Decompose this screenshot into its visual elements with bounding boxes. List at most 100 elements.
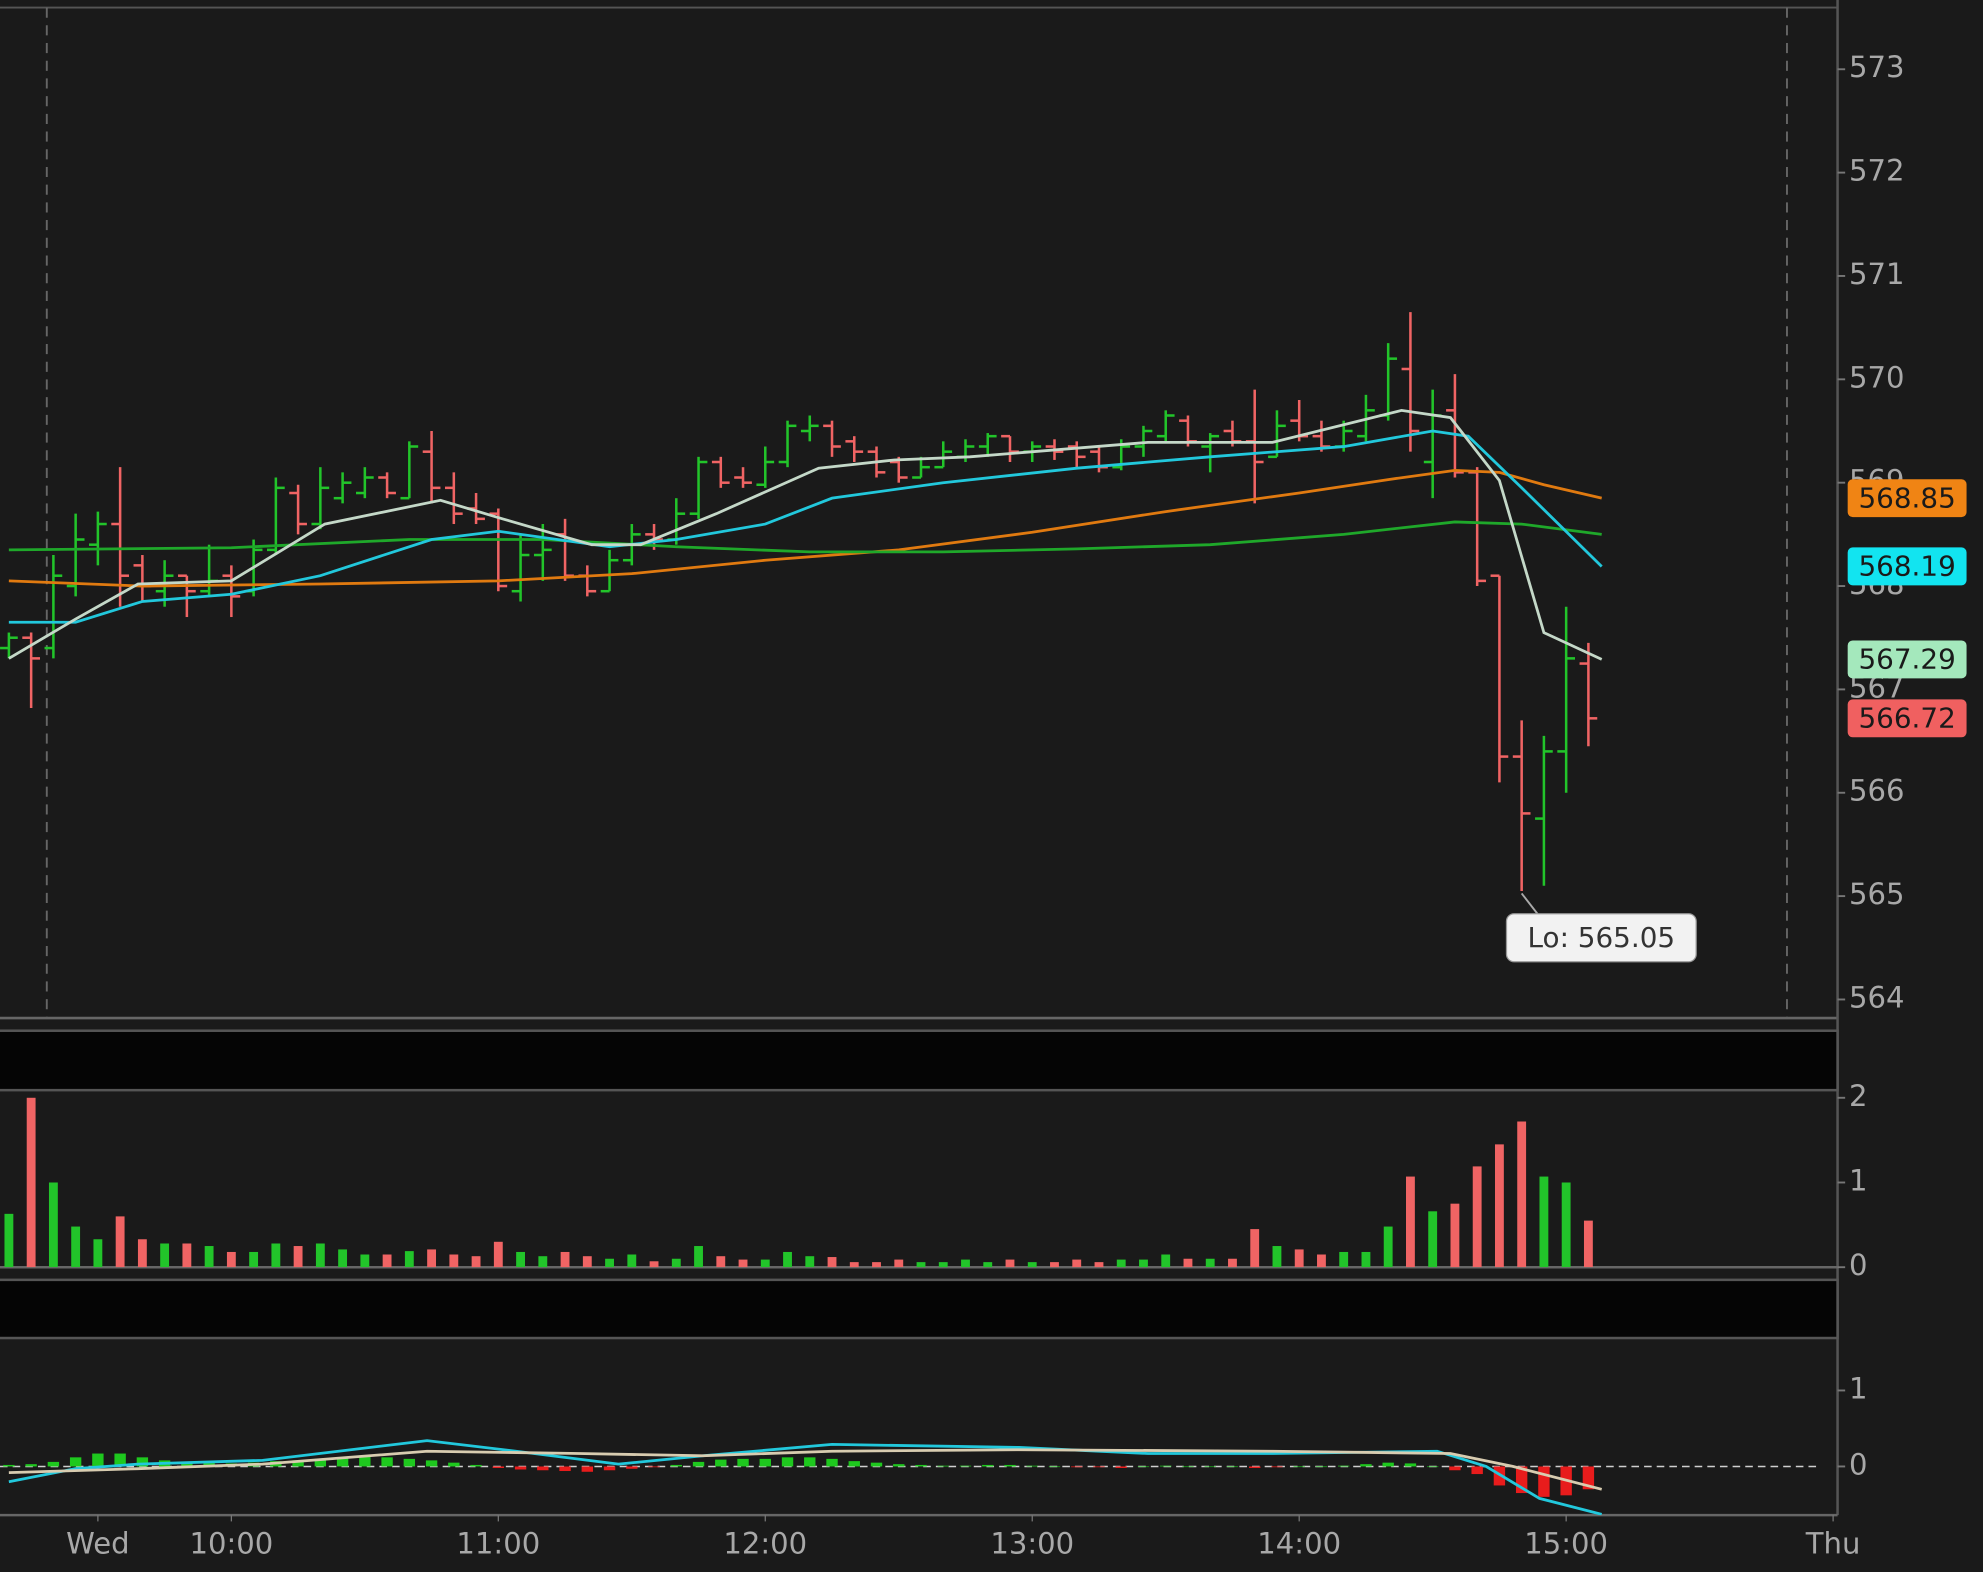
volume-bar <box>516 1251 525 1268</box>
volume-bar <box>1561 1182 1571 1268</box>
histogram-bar <box>759 1458 771 1467</box>
histogram-bar <box>1182 1466 1194 1468</box>
volume-bar <box>916 1262 926 1268</box>
volume-bar <box>4 1213 14 1268</box>
histogram-bar <box>514 1466 527 1470</box>
callout-box <box>1505 913 1697 963</box>
y-tick-label: 0 <box>1849 1447 1868 1481</box>
histogram-bar <box>136 1457 149 1467</box>
volume-bar <box>894 1259 904 1268</box>
axes: 564565566567568569570571572573568.85568.… <box>66 50 1967 1560</box>
volume-bar <box>872 1262 881 1268</box>
volume-bar <box>182 1243 192 1268</box>
x-tick-label: Thu <box>1805 1526 1861 1560</box>
volume-bar <box>538 1256 548 1268</box>
volume-bar <box>1139 1259 1148 1268</box>
histogram-bar <box>1137 1466 1150 1468</box>
volume-bar <box>249 1251 259 1268</box>
y-tick-label: 566 <box>1849 774 1905 808</box>
indicator-line <box>8 408 1603 661</box>
price-marker <box>1847 479 1967 518</box>
volume-bar <box>805 1256 815 1268</box>
histogram-bar <box>1226 1466 1239 1468</box>
histogram-bar <box>1026 1465 1038 1467</box>
histogram-bar <box>69 1457 82 1467</box>
histogram-bar <box>959 1465 972 1467</box>
histogram-bar <box>1271 1466 1283 1468</box>
volume-bar <box>827 1257 837 1268</box>
volume-bar <box>204 1246 214 1268</box>
price-marker <box>1847 699 1967 738</box>
histogram-bar <box>1515 1466 1528 1494</box>
volume-bar <box>1005 1259 1015 1268</box>
volume-bar <box>1116 1259 1126 1268</box>
y-tick-label: 572 <box>1849 154 1905 188</box>
volume-bar <box>1294 1249 1304 1268</box>
y-tick-label: 573 <box>1849 50 1905 84</box>
histogram-bar <box>292 1460 304 1467</box>
volume-bar <box>1539 1176 1549 1268</box>
histogram-bar <box>893 1464 905 1467</box>
volume-bar <box>627 1254 637 1268</box>
volume-bar <box>1250 1229 1260 1268</box>
price-marker <box>1847 547 1967 586</box>
histogram-bar <box>47 1461 60 1467</box>
volume-bar <box>115 1216 125 1268</box>
histogram-bar <box>1404 1463 1417 1467</box>
histogram-bar <box>692 1461 705 1467</box>
volume-bar <box>93 1239 103 1268</box>
volume-bar <box>716 1256 726 1268</box>
volume-bar <box>1383 1226 1393 1268</box>
y-tick-label: 1 <box>1849 1371 1868 1405</box>
histogram-bar <box>559 1466 571 1472</box>
x-tick-label: 10:00 <box>189 1526 273 1560</box>
histogram-bar <box>181 1461 193 1467</box>
volume-bar <box>449 1254 459 1268</box>
price-marker-label: 567.29 <box>1858 643 1955 676</box>
histogram-bar <box>336 1457 349 1467</box>
indicator-line <box>8 429 1603 624</box>
histogram-bar <box>1293 1466 1305 1468</box>
y-tick-label: 0 <box>1849 1248 1868 1282</box>
volume-bar <box>360 1254 370 1268</box>
volume-bar <box>983 1262 993 1268</box>
indicator-line <box>8 1439 1603 1516</box>
volume-bar <box>137 1239 147 1268</box>
volume-bar <box>493 1241 503 1268</box>
histogram-bar <box>581 1466 593 1472</box>
volume-bar <box>849 1262 859 1268</box>
volume-bar <box>71 1226 81 1268</box>
histogram-bar <box>1004 1464 1016 1467</box>
histogram-bar <box>1160 1465 1172 1467</box>
volume-bar <box>605 1258 614 1268</box>
histogram-bar <box>470 1464 482 1467</box>
y-tick-label: 570 <box>1849 360 1905 394</box>
histogram-bar <box>1382 1462 1394 1467</box>
volume-bar <box>938 1262 948 1268</box>
histogram-bar <box>1538 1466 1550 1497</box>
volume-bar <box>1272 1246 1282 1268</box>
histogram-bar <box>826 1458 838 1467</box>
y-tick-label: 2 <box>1849 1079 1868 1113</box>
y-tick-label: 565 <box>1849 877 1905 911</box>
volume-bar <box>271 1243 281 1268</box>
volume-bar <box>1517 1121 1527 1268</box>
y-tick-label: 1 <box>1849 1163 1868 1197</box>
volume-bar <box>1472 1166 1482 1268</box>
price-pane: Lo: 565.05 <box>0 312 1697 963</box>
histogram-bar <box>870 1462 883 1467</box>
volume-bar <box>694 1246 703 1268</box>
volume-bar <box>1339 1251 1349 1268</box>
volume-bar <box>226 1251 236 1268</box>
x-tick-label: 15:00 <box>1524 1526 1608 1560</box>
volume-bar <box>338 1249 348 1268</box>
indicator-line <box>8 520 1602 554</box>
volume-bar <box>649 1261 659 1268</box>
price-marker-label: 568.85 <box>1858 481 1955 514</box>
indicator-line <box>8 468 1603 588</box>
histogram-bar <box>359 1456 371 1467</box>
volume-bar <box>427 1249 437 1268</box>
callout-pointer <box>1520 892 1541 917</box>
